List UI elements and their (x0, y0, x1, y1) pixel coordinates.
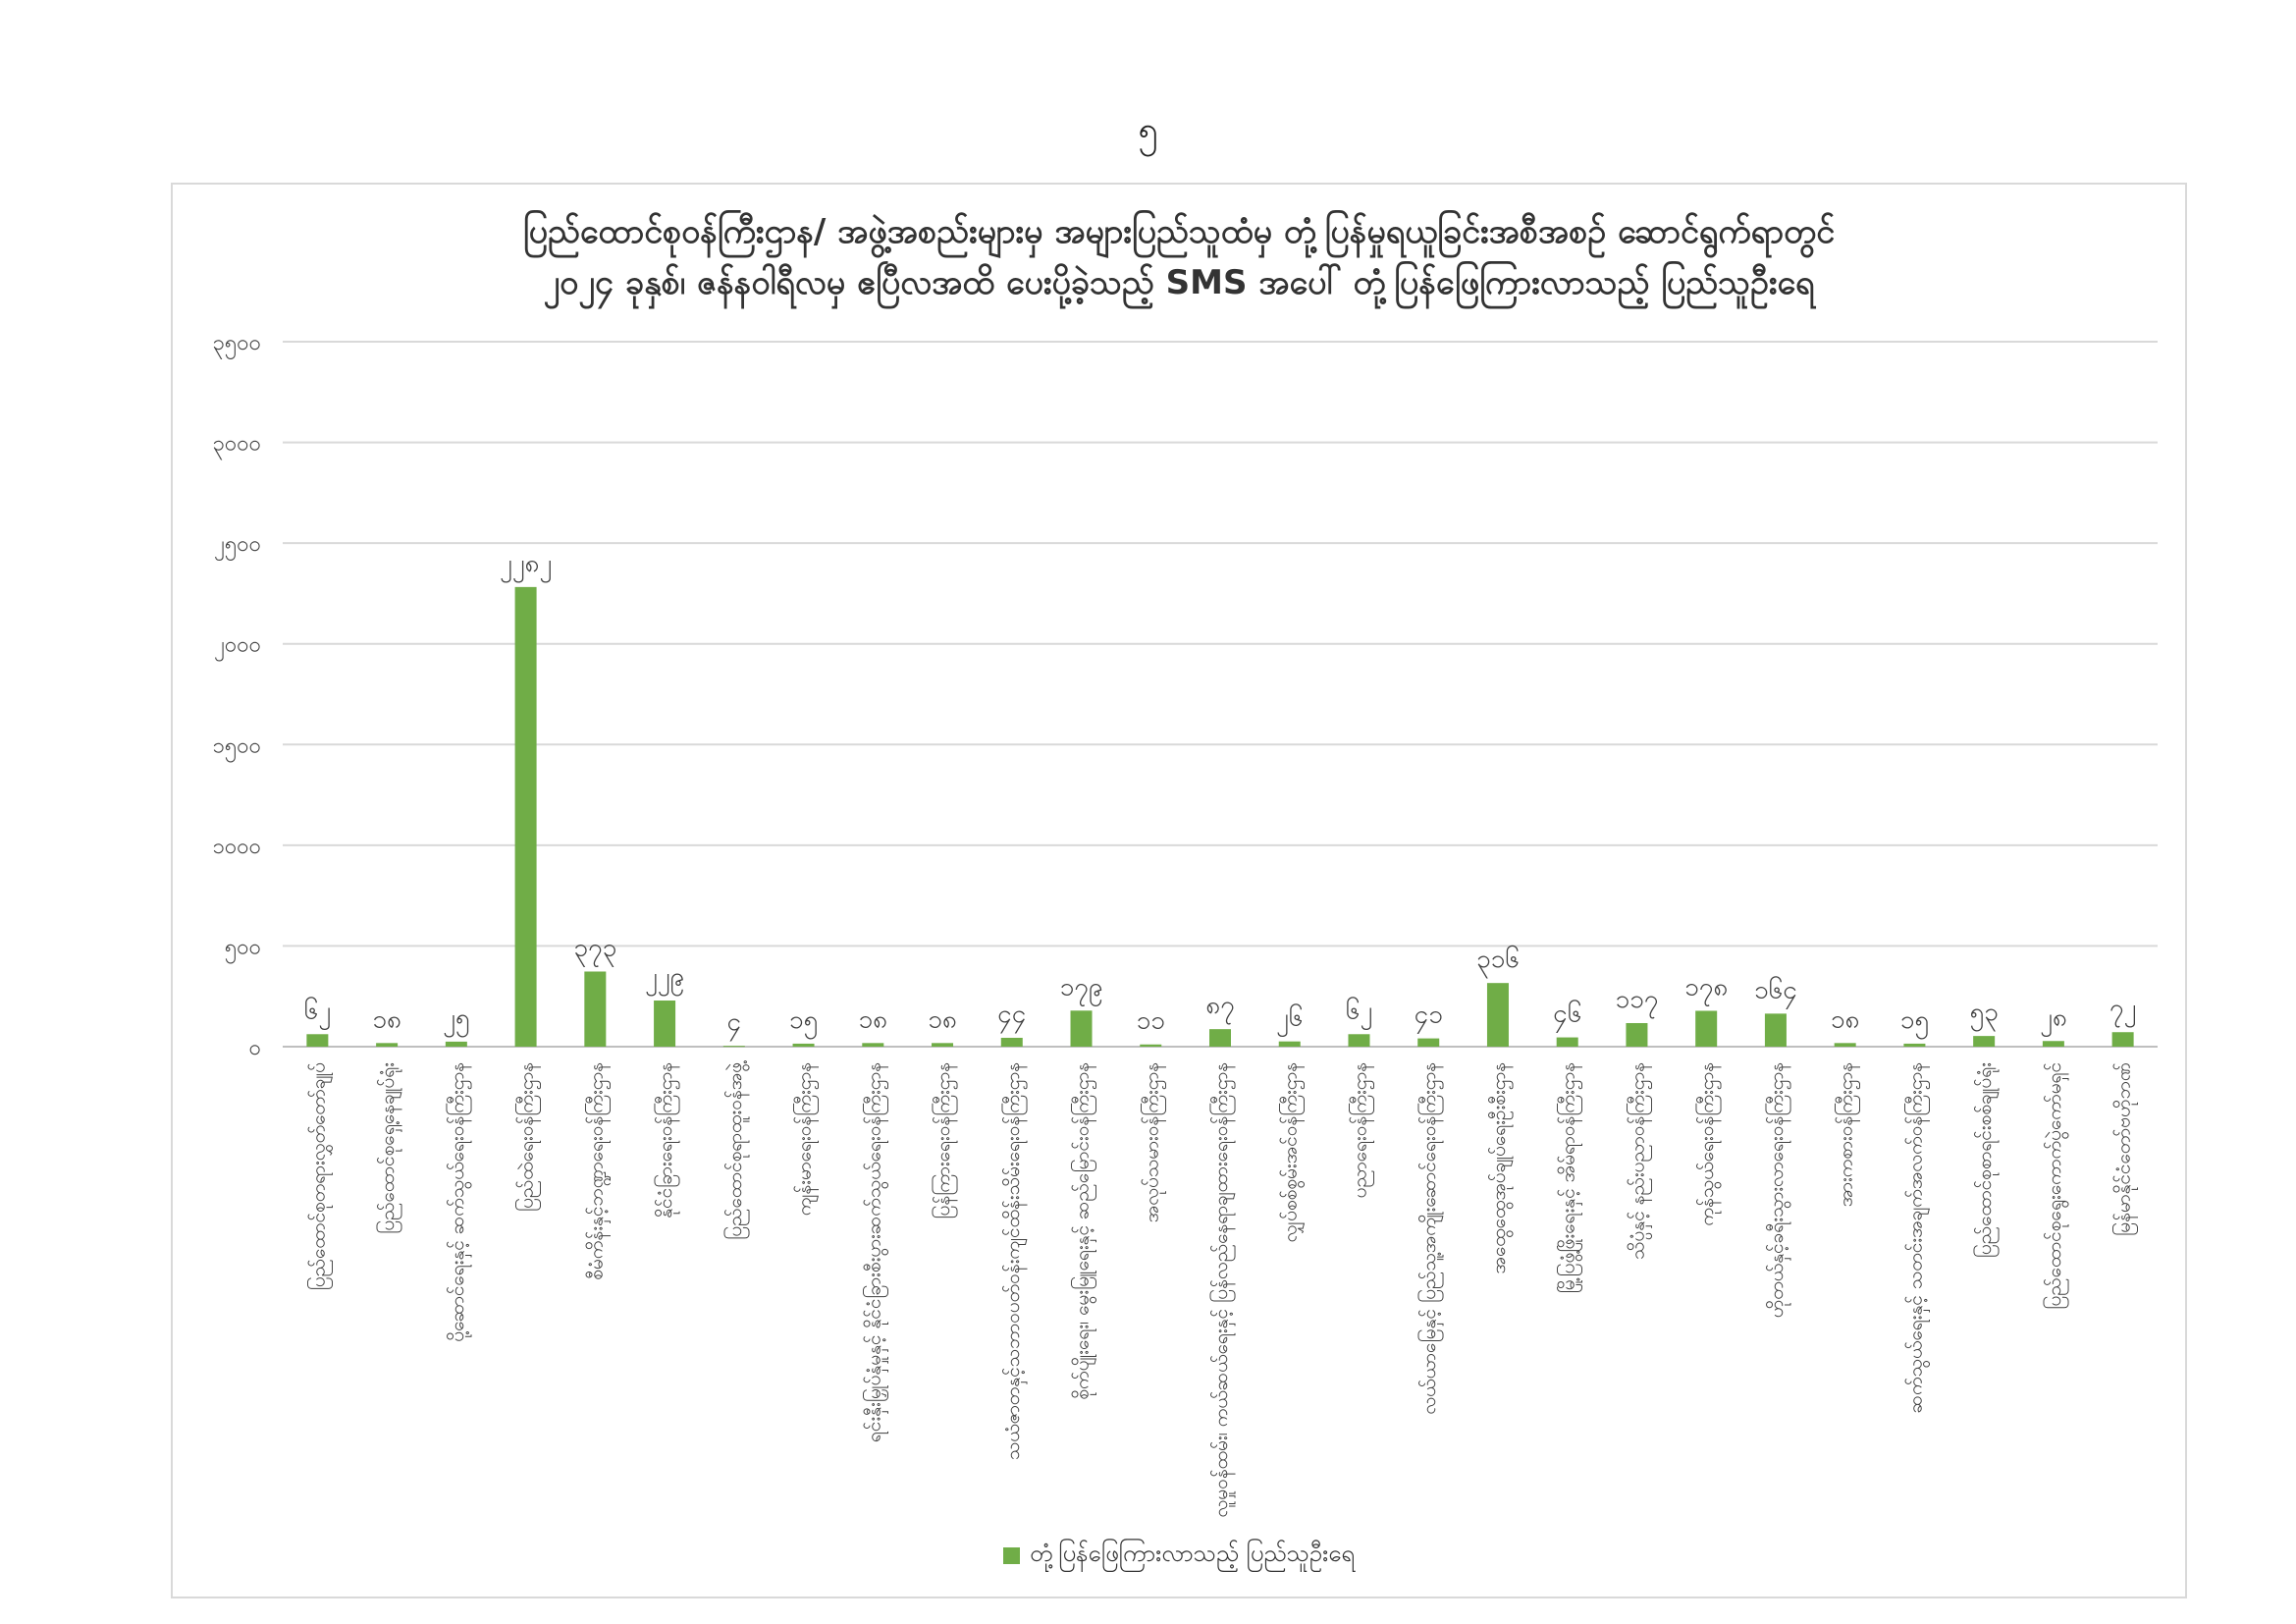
x-tick-label: ကုန်သွယ်ရေးဝန်ကြီးဌာန (1694, 1062, 1722, 1226)
data-label: ၁၈ (928, 1004, 957, 1034)
x-tick-label: လျှပ်စစ်စွမ်းအင်ဝန်ကြီးဌာန (1278, 1062, 1306, 1242)
bar (584, 971, 607, 1047)
x-tick-label: အလုပ်သမားဝန်ကြီးဌာန (1139, 1062, 1166, 1222)
x-tick-label: ပညာရေးဝန်ကြီးဌာန (1347, 1062, 1374, 1198)
x-tick-label: ကျန်းမာရေးဝန်ကြီးဌာန (792, 1062, 820, 1216)
data-label: ၁၁ (1137, 1006, 1165, 1036)
data-label: ၃၁၆ (1476, 943, 1520, 979)
data-label: ၁၈ (859, 1004, 888, 1034)
data-label: ၁၈ (372, 1004, 401, 1034)
x-tick-label: ပို့ဆောင်ရေးနှင့် ဆက်သွယ်ရေးဝန်ကြီးဌာန (445, 1062, 472, 1342)
bar (1556, 1037, 1578, 1047)
data-label: ၁၁၇ (1616, 985, 1659, 1019)
x-tick-label: ပြည်ထောင်စုရွေးကောက်ပွဲကော်မရှင် (2042, 1062, 2069, 1310)
bar (1070, 1010, 1093, 1047)
data-label: ၁၈ (1831, 1004, 1860, 1034)
data-label: ၇၂ (2109, 994, 2137, 1028)
chart-title-line-1: ပြည်ထောင်စုဝန်ကြီးဌာန/ အဖွဲ့အစည်းများမှ … (522, 212, 1836, 251)
x-tick-label: မြန်မာနိုင်ငံတော်ဗဟိုဘဏ် (2111, 1062, 2139, 1236)
data-label: ၄၆ (1553, 998, 1582, 1034)
y-tick-label: ၃၀၀၀ (213, 432, 262, 460)
bar (932, 1043, 954, 1047)
legend-label: တုံ့ပြန်ဖြေကြားလာသည့် ပြည်သူဦးရေ (1029, 1540, 1356, 1567)
data-label: ၅၃ (1970, 998, 1999, 1032)
x-tick-label: ပြန်ကြားရေးဝန်ကြီးဌာန (931, 1062, 958, 1219)
y-tick-label: ၃၅၀၀ (213, 331, 262, 359)
bar (1000, 1037, 1023, 1047)
x-tick-label: ရင်းနှီးမြှုပ်နှံမှုနှင့် နိုင်ငံခြားစီး… (861, 1062, 888, 1442)
y-tick-label: ၁၀၀၀ (213, 835, 262, 859)
data-label: ၂၆ (1276, 1001, 1304, 1038)
data-label: ၂၅ (443, 1003, 470, 1038)
page-number: ၅ (1138, 110, 1158, 150)
data-label: ၈၇ (1205, 991, 1235, 1025)
data-label: ၆၂ (1346, 994, 1373, 1030)
chart-title: ပြည်ထောင်စုဝန်ကြီးဌာန/ အဖွဲ့အစည်းများမှ … (173, 206, 2185, 308)
x-tick-label: စီမံကိန်းနှင့်ဘဏ္ဍာရေးဝန်ကြီးဌာန (583, 1062, 611, 1280)
y-tick-label: ၁၅၀၀ (213, 733, 262, 762)
bar (376, 1043, 399, 1047)
bar (306, 1034, 329, 1047)
data-label: ၆၂ (304, 994, 332, 1030)
bar (445, 1041, 467, 1047)
data-label: ၂၈ (2040, 1002, 2067, 1037)
bar (2042, 1041, 2064, 1047)
data-label: ၄ (727, 1007, 742, 1042)
data-label: ၁၅ (789, 1005, 819, 1040)
x-tick-label: ပြည်ထောင်စုရာထူးဝန်အဖွဲ့ (722, 1060, 750, 1240)
data-label: ၂၂၉ (645, 962, 685, 997)
chart-legend: တုံ့ပြန်ဖြေကြားလာသည့် ပြည်သူဦးရေ (173, 1538, 2185, 1573)
data-label: ၃၇၃ (573, 933, 616, 967)
data-label: ၁၇၉ (1060, 972, 1103, 1006)
data-label: ၂၂၈၂ (500, 549, 552, 583)
bar (2111, 1032, 2134, 1047)
x-tick-label: ပြည်ထောင်စုတရားလွှတ်တော်ချုပ် (305, 1062, 333, 1290)
y-tick-label: ၀ (249, 1036, 261, 1060)
bar (1834, 1043, 1856, 1047)
x-tick-label: ပြည်ထောင်စုစာရင်းစစ်ချုပ်ရုံး (1972, 1062, 2000, 1258)
legend-swatch (1002, 1546, 1020, 1564)
bar (1209, 1029, 1231, 1047)
x-tick-label: နိုင်ငံခြားရေးဝန်ကြီးဌာန (653, 1062, 680, 1218)
bar (1348, 1034, 1370, 1047)
x-tick-label: စိုက်ပျိုးရေး၊ မွေးမြူရေးနှင့် ဆည်မြောင်… (1070, 1062, 1097, 1400)
x-tick-label: အထွေထွေအုပ်ချုပ်ရေးဦးစီးဌာန (1487, 1062, 1514, 1273)
bar (1140, 1044, 1162, 1047)
x-tick-label: သယံဇာတနှင့်သဘာဝပတ်ဝန်းကျင်ထိန်းသိမ်းရေးဝ… (1000, 1062, 1028, 1460)
x-tick-label: အားကစားဝန်ကြီးဌာန (1834, 1062, 1861, 1207)
bar (1973, 1036, 1996, 1047)
chart-frame: ပြည်ထောင်စုဝန်ကြီးဌာန/ အဖွဲ့အစည်းများမှ … (171, 183, 2187, 1598)
y-tick-label: ၅၀၀ (225, 935, 261, 963)
bar-chart-plot: ၀ ၅၀၀ ၁၀၀၀ ၁၅၀၀ ၂၀၀၀ ၂၅၀၀ ၃၀၀၀ ၃၅၀၀၆၂ပြည်ထောင်စ… (213, 331, 2158, 1518)
bar (1903, 1043, 1926, 1047)
y-tick-label: ၂၅၀၀ (214, 532, 261, 561)
bar (792, 1043, 815, 1047)
x-tick-label: မြို့ပြဖွံ့ဖြိုးရေးနှင့် အိမ်ရာဝန်ကြီးဌာ… (1556, 1062, 1583, 1294)
bar (654, 1001, 676, 1047)
bar (1695, 1010, 1718, 1047)
bar (862, 1043, 884, 1047)
data-label: ၁၇၈ (1684, 972, 1728, 1006)
bar (1626, 1022, 1648, 1047)
x-tick-label: ဆက်သွယ်ရေးနှင့် သတင်းအချက်အလက်ဝန်ကြီးဌာန (1902, 1062, 1930, 1413)
x-tick-label: ပြည်ထဲရေးဝန်ကြီးဌာန (514, 1062, 542, 1212)
x-tick-label: သိပ္ပံနှင့် နည်းပညာဝန်ကြီးဌာန (1625, 1062, 1652, 1260)
bar (1417, 1038, 1440, 1047)
x-tick-label: လယ်ယာမြေနှင့် ပြည်သူ့အကျိုးဆောင်ရေးဝန်ကြ… (1416, 1062, 1444, 1415)
bar (1764, 1013, 1787, 1047)
x-tick-label: ပြည်ထောင်စုရှေ့နေချုပ်ရုံး (375, 1062, 402, 1234)
data-label: ၄၄ (997, 1000, 1026, 1034)
bar (722, 1046, 745, 1048)
bar (514, 586, 537, 1047)
x-tick-label: လူမှုဝန်ထမ်း၊ ကယ်ဆယ်ရေးနှင့် ပြန်လည်နေရာ… (1208, 1062, 1236, 1518)
bar (1486, 983, 1509, 1047)
data-label: ၁၆၄ (1754, 973, 1797, 1009)
y-tick-label: ၂၀၀၀ (214, 633, 261, 662)
data-label: ၄၁ (1415, 1001, 1443, 1035)
bar (1278, 1041, 1301, 1047)
x-tick-label: ဟိုတယ်နှင့်ခရီးသွားလာရေးဝန်ကြီးဌာန (1764, 1062, 1791, 1318)
chart-title-line-2: ၂၀၂၄ ခုနှစ်၊ ဇန်နဝါရီလမှ ဧပြီလအထိ ပေးပို… (543, 263, 1815, 302)
data-label: ၁၅ (1900, 1005, 1930, 1040)
